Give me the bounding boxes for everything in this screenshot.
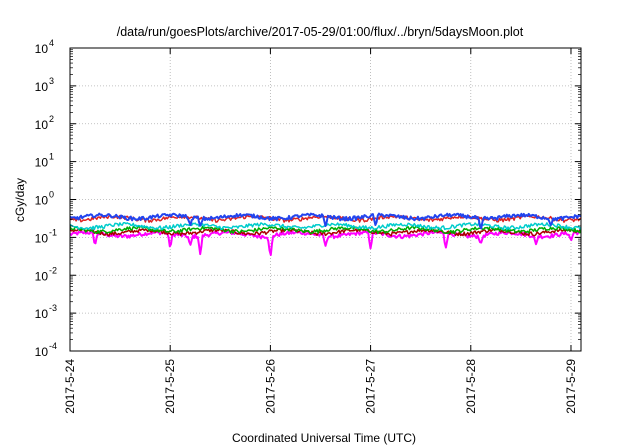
y-tick-exponent: 4 xyxy=(49,38,54,48)
y-tick-label: 10 xyxy=(35,307,49,321)
series-layer xyxy=(70,212,581,256)
x-tick-label: 2017-5-28 xyxy=(464,359,478,414)
y-tick-exponent: 3 xyxy=(49,76,54,86)
y-tick-label: 10 xyxy=(35,231,49,245)
y-tick-exponent: -2 xyxy=(49,265,57,275)
y-tick-label: 10 xyxy=(35,345,49,359)
x-tick-label: 2017-5-24 xyxy=(63,359,77,414)
y-tick-label: 10 xyxy=(35,118,49,132)
grid-lines xyxy=(69,48,581,351)
x-tick-label: 2017-5-29 xyxy=(564,359,578,414)
y-axis-label: cGy/day xyxy=(13,178,27,222)
x-tick-label: 2017-5-25 xyxy=(163,359,177,414)
y-tick-exponent: -3 xyxy=(49,303,57,313)
x-tick-label: 2017-5-26 xyxy=(263,359,277,414)
chart-title: /data/run/goesPlots/archive/2017-05-29/0… xyxy=(117,25,524,39)
x-tick-label: 2017-5-27 xyxy=(364,359,378,414)
y-tick-label: 10 xyxy=(35,42,49,56)
y-tick-exponent: -4 xyxy=(49,341,57,351)
y-tick-exponent: 2 xyxy=(49,114,54,124)
y-tick-exponent: 0 xyxy=(49,190,54,200)
y-tick-label: 10 xyxy=(35,156,49,170)
y-tick-label: 10 xyxy=(35,194,49,208)
x-axis-label: Coordinated Universal Time (UTC) xyxy=(232,431,416,445)
y-tick-exponent: -1 xyxy=(49,227,57,237)
y-tick-label: 10 xyxy=(35,269,49,283)
y-tick-label: 10 xyxy=(35,80,49,94)
x-axis: 2017-5-24 2017-5-25 2017-5-26 2017-5-27 2017… xyxy=(63,48,578,414)
y-tick-exponent: 1 xyxy=(49,152,54,162)
series-line xyxy=(70,212,581,230)
